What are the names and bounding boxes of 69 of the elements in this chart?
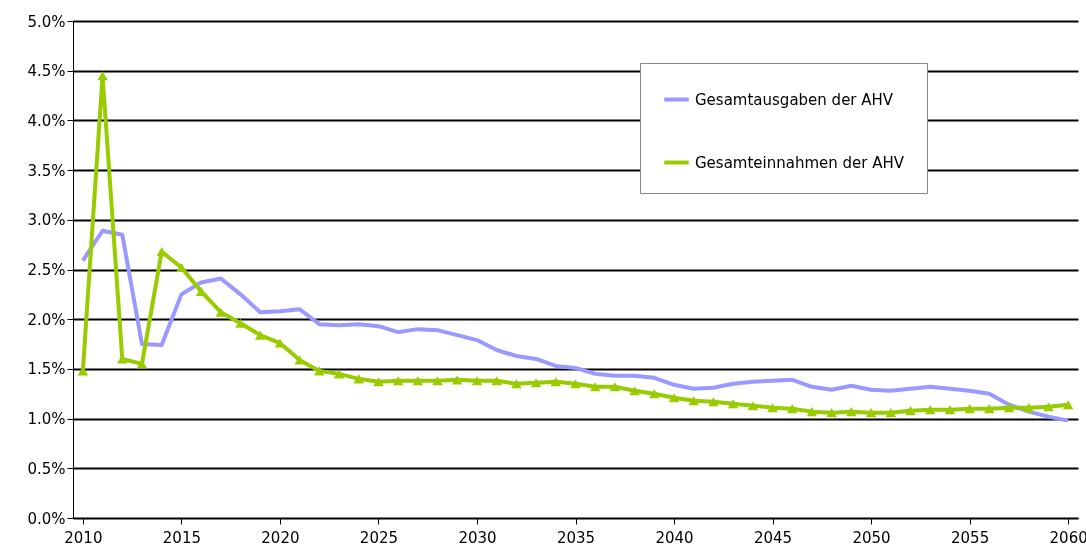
point xyxy=(924,405,936,415)
point xyxy=(649,389,660,399)
x-tick-label: 2010 xyxy=(64,528,103,547)
point xyxy=(97,71,108,81)
point xyxy=(984,404,995,414)
point xyxy=(905,406,916,416)
point xyxy=(176,262,187,273)
point xyxy=(865,408,877,418)
y-tick-label: 2.0% xyxy=(27,310,66,329)
point xyxy=(392,376,404,386)
point xyxy=(787,404,798,414)
x-tick-label: 2050 xyxy=(852,528,891,547)
point xyxy=(727,399,739,409)
point xyxy=(1062,400,1074,410)
point xyxy=(570,379,581,389)
point xyxy=(1003,403,1015,413)
point xyxy=(471,376,483,386)
x-tick-label: 2040 xyxy=(655,528,694,547)
legend-label: Gesamtausgaben der AHV xyxy=(695,90,894,109)
point xyxy=(432,376,443,386)
point xyxy=(826,408,837,418)
y-tick-label: 5.0% xyxy=(27,12,66,31)
y-tick-label: 0.5% xyxy=(27,459,66,478)
point xyxy=(294,355,305,365)
x-tick-label: 2055 xyxy=(951,528,990,547)
x-tick-label: 2015 xyxy=(162,528,201,547)
y-tick-label: 4.0% xyxy=(27,111,66,130)
y-tick-label: 3.0% xyxy=(27,211,66,230)
y-tick-label: 0.0% xyxy=(27,509,66,528)
point xyxy=(747,401,759,411)
line-series xyxy=(80,228,1071,423)
point xyxy=(944,405,956,415)
legend-label: Gesamteinnahmen der AHV xyxy=(695,153,905,172)
point xyxy=(846,407,857,417)
point xyxy=(609,382,621,392)
point xyxy=(314,366,325,376)
x-tick-label: 2060 xyxy=(1049,528,1086,547)
point xyxy=(806,407,818,417)
point xyxy=(629,386,640,396)
point xyxy=(550,377,562,387)
x-tick-label: 2025 xyxy=(359,528,399,547)
y-tick-label: 4.5% xyxy=(27,62,66,81)
point xyxy=(885,408,897,418)
x-tick-label: 2020 xyxy=(261,528,300,547)
x-tick-label: 2035 xyxy=(556,528,596,547)
point xyxy=(452,375,463,385)
y-tick-label: 3.5% xyxy=(27,161,66,180)
point xyxy=(511,379,522,389)
point xyxy=(235,318,246,328)
point xyxy=(708,397,719,407)
point xyxy=(491,376,502,386)
y-tick-label: 2.5% xyxy=(27,261,66,279)
point xyxy=(373,377,384,387)
point xyxy=(254,330,266,340)
y-tick-label: 1.0% xyxy=(27,410,66,429)
point xyxy=(333,369,345,379)
point xyxy=(688,396,699,406)
point xyxy=(530,378,542,388)
point xyxy=(1023,403,1034,413)
point xyxy=(353,374,364,384)
point xyxy=(668,393,680,403)
x-tick-label: 2030 xyxy=(458,528,497,547)
point xyxy=(1043,402,1054,412)
point xyxy=(964,404,975,414)
y-tick-label: 1.5% xyxy=(27,360,66,379)
point xyxy=(589,382,601,392)
point xyxy=(767,403,778,413)
x-tick-label: 2045 xyxy=(753,528,793,547)
point xyxy=(412,376,424,386)
